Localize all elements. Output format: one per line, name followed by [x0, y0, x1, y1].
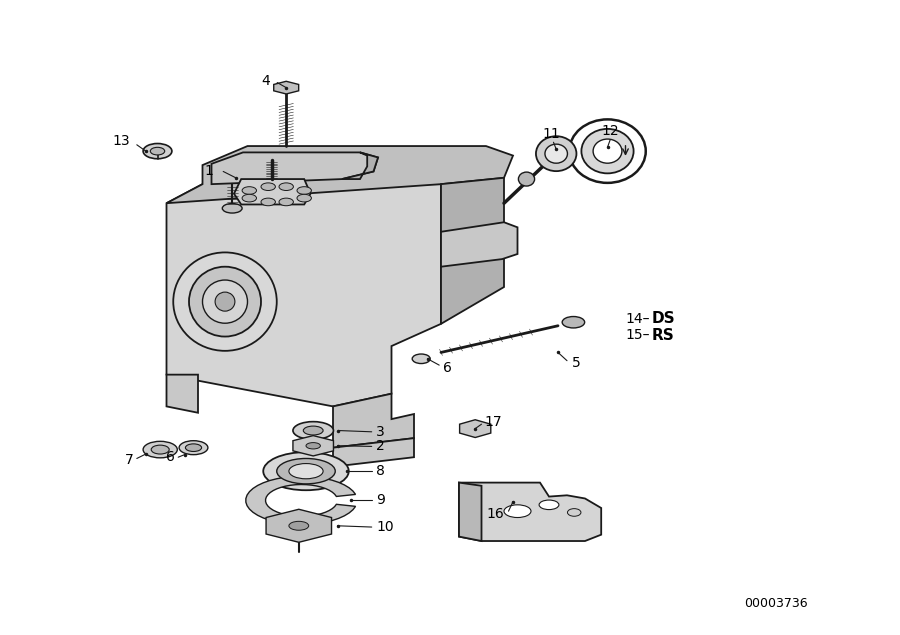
Polygon shape	[441, 222, 518, 267]
Polygon shape	[266, 509, 331, 542]
Text: DS: DS	[652, 311, 675, 326]
Ellipse shape	[179, 441, 208, 455]
Ellipse shape	[151, 445, 169, 454]
Ellipse shape	[581, 129, 634, 173]
Ellipse shape	[143, 441, 177, 458]
Ellipse shape	[185, 444, 202, 451]
Ellipse shape	[536, 136, 577, 171]
Ellipse shape	[306, 443, 320, 449]
Text: 14–: 14–	[626, 312, 650, 326]
Ellipse shape	[539, 500, 559, 509]
Polygon shape	[292, 436, 334, 456]
Polygon shape	[212, 152, 378, 184]
Polygon shape	[246, 476, 356, 525]
Text: 6: 6	[166, 450, 175, 464]
Ellipse shape	[215, 292, 235, 311]
Text: 2: 2	[376, 439, 385, 453]
Ellipse shape	[202, 280, 248, 323]
Text: 10: 10	[376, 520, 394, 534]
Text: 4: 4	[261, 74, 270, 88]
Text: 3: 3	[376, 425, 385, 439]
Ellipse shape	[150, 147, 165, 155]
Ellipse shape	[277, 458, 335, 484]
Polygon shape	[166, 184, 441, 406]
Ellipse shape	[143, 144, 172, 159]
Polygon shape	[166, 375, 198, 413]
Polygon shape	[166, 146, 513, 203]
Polygon shape	[342, 152, 378, 179]
Text: 9: 9	[376, 493, 385, 507]
Text: 5: 5	[572, 356, 580, 370]
Ellipse shape	[569, 119, 646, 183]
Text: 16: 16	[486, 507, 504, 521]
Ellipse shape	[303, 426, 323, 435]
Text: 7: 7	[124, 453, 133, 467]
Ellipse shape	[189, 267, 261, 337]
Polygon shape	[333, 394, 414, 448]
Ellipse shape	[261, 183, 275, 190]
Polygon shape	[459, 483, 601, 541]
Ellipse shape	[242, 194, 256, 202]
Ellipse shape	[263, 452, 349, 490]
Ellipse shape	[293, 422, 333, 439]
Polygon shape	[459, 483, 482, 541]
Polygon shape	[234, 179, 310, 204]
Ellipse shape	[568, 509, 581, 516]
Text: 00003736: 00003736	[744, 597, 807, 610]
Polygon shape	[441, 178, 504, 324]
Ellipse shape	[289, 464, 323, 479]
Polygon shape	[333, 438, 414, 467]
Ellipse shape	[261, 198, 275, 206]
Polygon shape	[274, 81, 299, 94]
Ellipse shape	[222, 203, 242, 213]
Text: 13: 13	[112, 134, 130, 148]
Ellipse shape	[279, 198, 293, 206]
Text: RS: RS	[652, 328, 674, 343]
Text: 1: 1	[204, 164, 213, 178]
Ellipse shape	[593, 139, 622, 163]
Text: 15–: 15–	[626, 328, 650, 342]
Ellipse shape	[279, 183, 293, 190]
Ellipse shape	[297, 187, 311, 194]
Text: 12: 12	[601, 124, 619, 138]
Ellipse shape	[173, 253, 277, 351]
Polygon shape	[460, 420, 491, 438]
Ellipse shape	[562, 316, 585, 328]
Ellipse shape	[297, 194, 311, 202]
Text: 6: 6	[443, 361, 452, 375]
Text: 8: 8	[376, 464, 385, 478]
Text: 17: 17	[484, 415, 502, 429]
Ellipse shape	[289, 521, 309, 530]
Ellipse shape	[504, 505, 531, 518]
Ellipse shape	[242, 187, 256, 194]
Ellipse shape	[518, 172, 535, 186]
Text: 11: 11	[543, 127, 561, 141]
Ellipse shape	[412, 354, 430, 363]
Ellipse shape	[545, 144, 568, 163]
